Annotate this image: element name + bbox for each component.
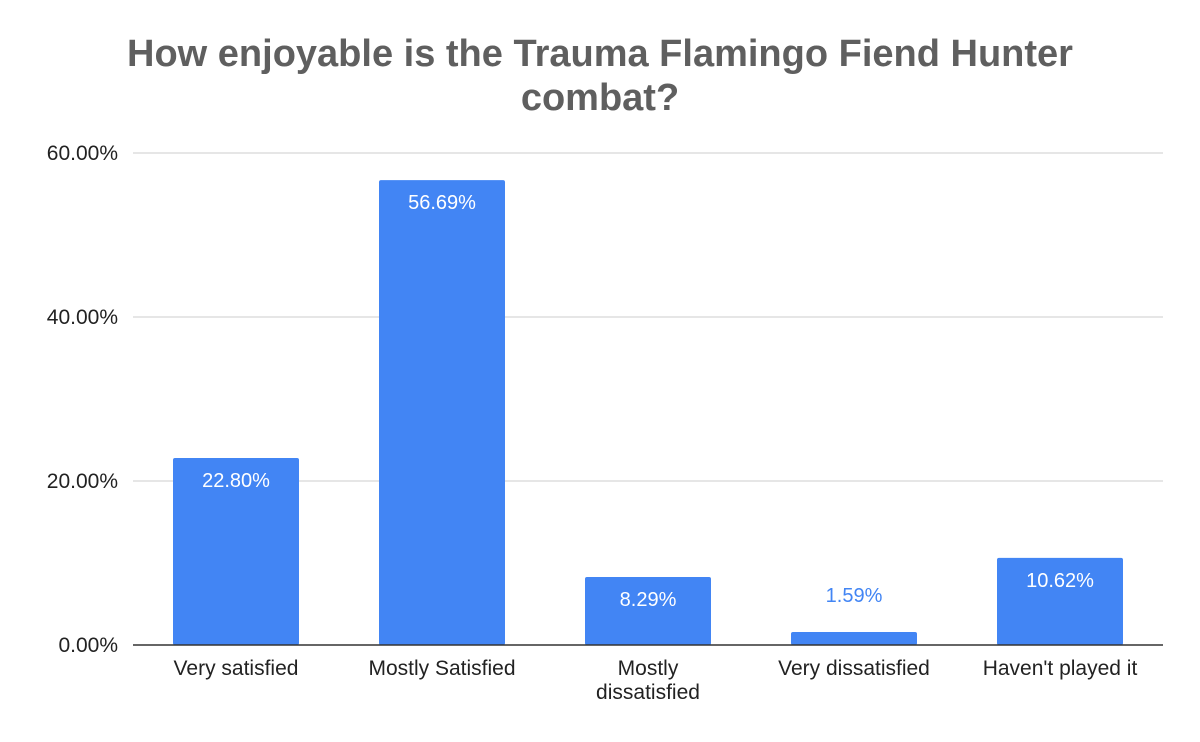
bar xyxy=(379,180,505,645)
x-tick-label: dissatisfied xyxy=(596,681,700,704)
data-label: 10.62% xyxy=(1026,570,1094,592)
x-tick-label: Very satisfied xyxy=(174,657,299,680)
bar xyxy=(997,557,1123,645)
bar xyxy=(173,458,299,645)
chart-title-line-1: How enjoyable is the Trauma Flamingo Fie… xyxy=(127,33,1073,75)
data-label: 1.59% xyxy=(826,585,883,607)
y-tick-label: 40.00% xyxy=(47,306,118,329)
x-tick-label: Very dissatisfied xyxy=(778,657,930,680)
x-tick-label: Haven't played it xyxy=(983,657,1138,680)
chart-title-line-2: combat? xyxy=(520,77,680,119)
data-label: 22.80% xyxy=(202,470,270,492)
y-tick-label: 20.00% xyxy=(47,470,118,493)
data-label: 56.69% xyxy=(408,192,476,214)
y-tick-label: 0.00% xyxy=(58,634,118,657)
bar xyxy=(585,577,711,645)
x-tick-label: Mostly Satisfied xyxy=(368,657,515,680)
x-tick-label: Mostly xyxy=(618,657,679,680)
data-label: 8.29% xyxy=(620,589,677,611)
chart-title: How enjoyable is the Trauma Flamingo Fie… xyxy=(0,32,1200,120)
y-tick-label: 60.00% xyxy=(47,142,118,165)
bar xyxy=(791,631,917,645)
